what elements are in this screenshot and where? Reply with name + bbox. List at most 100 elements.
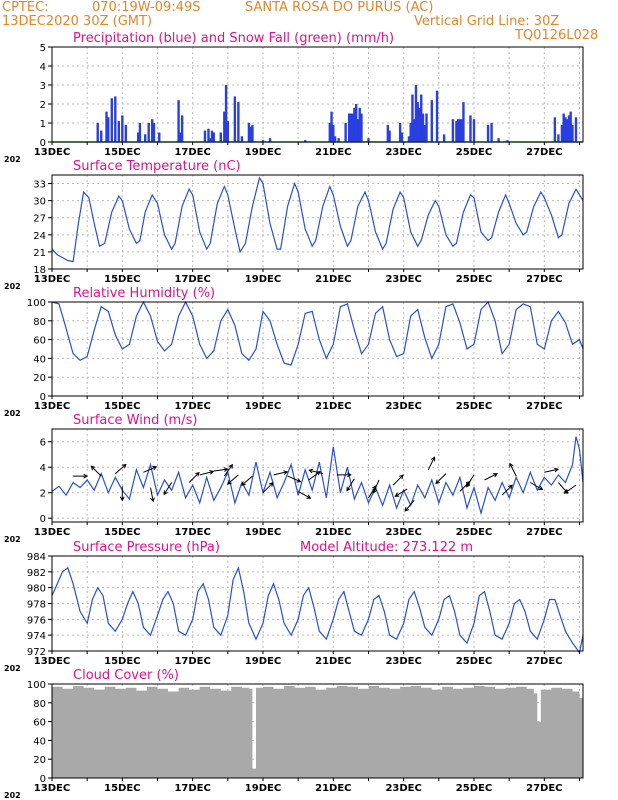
precip-bar [356,119,360,142]
y-tick-label: 60 [33,718,46,729]
x-tick-label: 23DEC [385,274,421,285]
x-tick-label: 15DEC [104,401,140,412]
wind-arrow [544,467,560,473]
precip-bar [416,102,419,142]
precip-bar [223,111,226,142]
y-tick-label: 1 [40,119,46,130]
x-tick-label: 23DEC [385,656,421,667]
header-date: 13DEC2020 30Z (GMT) [2,14,153,29]
wind-arrow [308,468,323,475]
precip-bar [226,121,230,142]
x-tick-label: 13DEC [34,527,70,538]
x-tick-label: 13DEC [34,656,70,667]
wind-arrow [241,475,253,486]
precip-bar [407,136,411,142]
y-tick-label: 18 [33,265,46,276]
frame-cloud [51,683,584,779]
header-coordinates: 070:19W-09:49S [92,0,201,15]
x-tick-label: 23DEC [385,783,421,794]
x-tick-label: 19DEC [245,401,281,412]
precip-bar [367,138,370,142]
y-tick-label: 980 [27,584,46,595]
wind-arrow [394,488,408,497]
precip-bar [565,119,569,142]
header: CPTEC: 070:19W-09:49S SANTA ROSA DO PURU… [0,0,618,48]
precip-bar [233,96,237,142]
precip-bar [462,102,465,142]
panel-rh: 0 20 40 60 80 100 13DEC 15DEC 17DEC 19DEC 21DEC 23D… [4,286,584,418]
wind-arrow [297,490,312,499]
precip-bar [455,121,458,142]
precip-bar [203,130,207,142]
x-tick-label: 21DEC [315,401,351,412]
panel-title-precip: Precipitation (blue) and Snow Fall (gree… [73,31,394,46]
x-tick-label: 21DEC [315,147,351,158]
precip-bar [506,140,509,142]
y-tick-label: 4 [40,62,46,73]
y-tick-label: 4 [40,463,46,474]
x-year-label: 202 [4,535,21,544]
x-tick-label: 27DEC [526,783,562,794]
precip-bar [353,107,356,142]
precip-bar [337,138,340,142]
y-tick-label: 24 [33,231,46,242]
x-tick-label: 19DEC [245,274,281,285]
precip-bar [247,123,251,142]
precip-bar [557,134,560,142]
precip-bar [179,132,182,142]
precip-bar [553,117,557,142]
precip-bar [400,132,404,142]
precip-bar [574,117,578,142]
precip-bar [414,85,418,142]
y-tick-label: 60 [33,336,46,347]
x-tick-label: 15DEC [104,783,140,794]
precip-bar [330,111,333,142]
precip-bar [96,123,99,142]
y-tick-label: 2 [40,100,46,111]
wind-speed-line [51,436,584,516]
y-tick-label: 5 [40,43,46,54]
precip-bar [351,113,354,142]
precip-bar [472,119,476,142]
panel-subtitle-pressure: Model Altitude: 273.122 m [300,540,473,555]
precip-bar [151,119,154,142]
wind-arrow [346,478,355,492]
grid-precip [52,47,583,142]
y-tick-label: 40 [33,354,46,365]
frame-wind [51,428,584,523]
precip-bar [136,132,140,142]
precip-bar [207,128,210,142]
precip-bar [268,138,272,142]
precip-bar [388,130,391,142]
precip-bar [344,123,347,142]
panel-title-cloud: Cloud Cover (%) [73,668,179,683]
wind-arrow [392,474,404,486]
precip-bar [158,132,161,142]
y-tick-label: 0 [40,392,46,403]
precip-bar [460,119,463,142]
header-location: SANTA ROSA DO PURUS (AC) [245,0,434,15]
x-tick-label: 25DEC [456,274,492,285]
grid-wind [52,429,583,522]
x-tick-label: 17DEC [174,527,210,538]
frame-rh [51,301,584,397]
pressure-line [51,565,584,655]
x-year-label: 202 [4,155,21,164]
header-source: CPTEC: [2,0,49,15]
x-tick-label: 15DEC [104,147,140,158]
precip-bar [328,123,332,142]
wind-vectors [73,456,577,512]
precip-bar [332,124,335,142]
x-tick-label: 25DEC [456,656,492,667]
precip-bar [497,138,500,142]
panel-precip: 0 1 2 3 4 5 13DEC 15DEC 17DEC 19DEC 21DEC 23DEC 25DE… [4,31,584,164]
y-tick-label: 6 [40,438,46,449]
y-tick-label: 100 [27,680,46,691]
precip-bar [425,113,428,142]
precip-bar [458,119,462,142]
x-tick-label: 19DEC [245,783,281,794]
precip-bar [100,130,103,142]
wind-arrow [484,473,499,481]
x-tick-label: 15DEC [104,274,140,285]
x-tick-label: 19DEC [245,527,281,538]
